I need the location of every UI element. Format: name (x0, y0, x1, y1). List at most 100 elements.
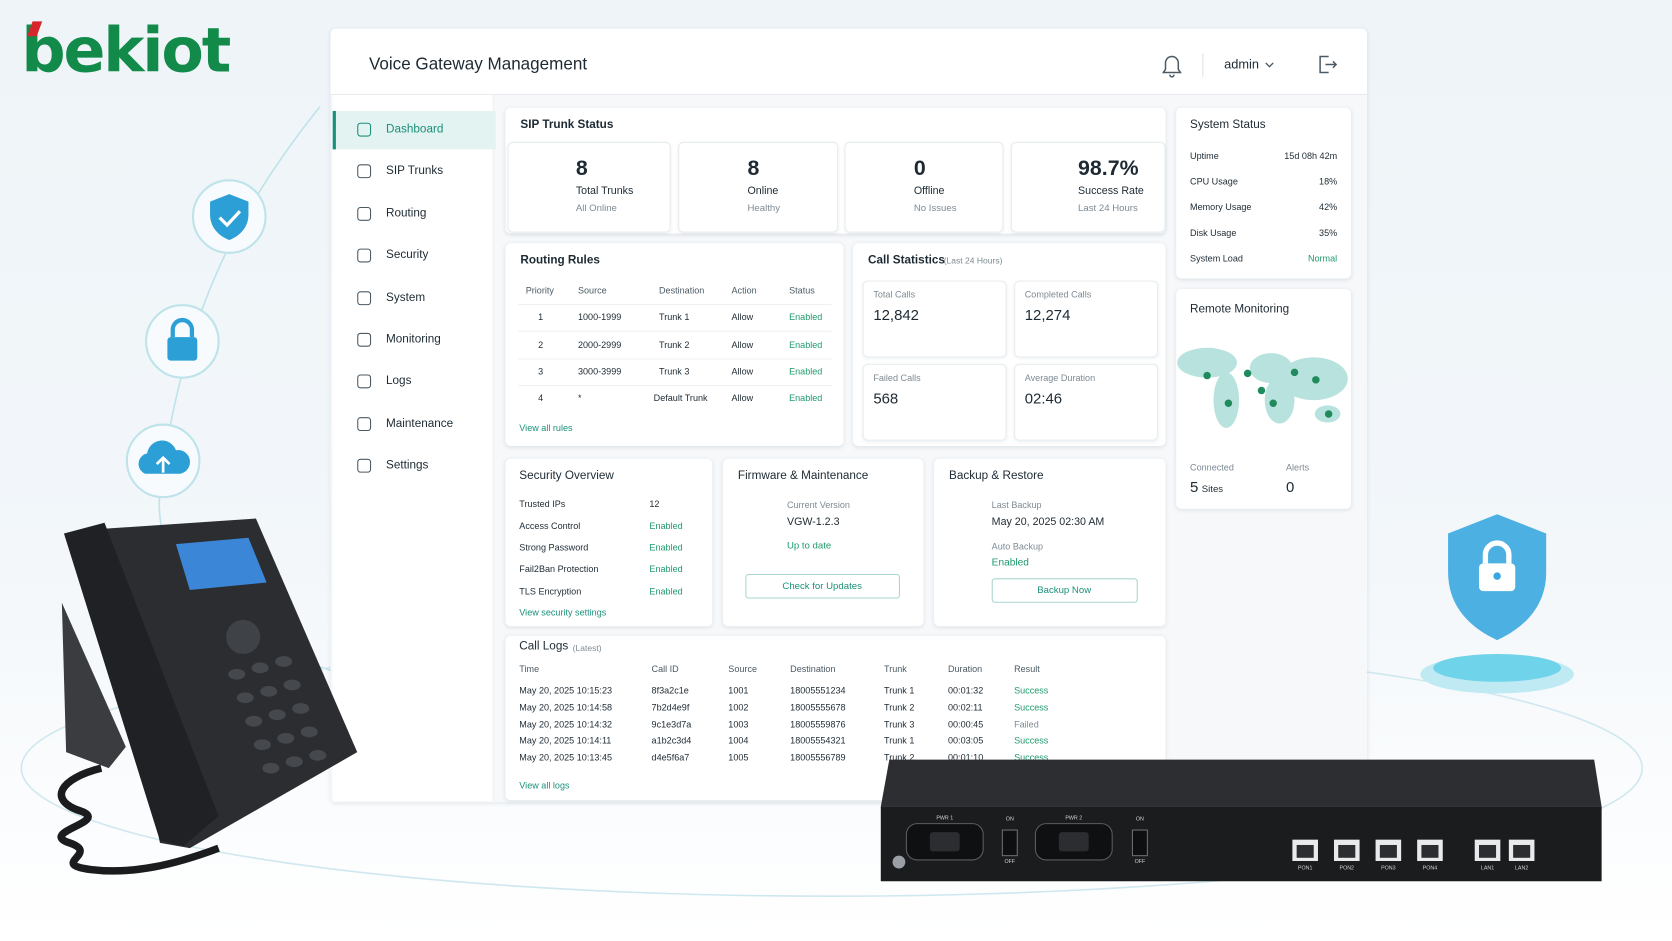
nav-item[interactable]: System (386, 290, 426, 304)
update-button[interactable] (745, 573, 900, 599)
site-dot (1324, 410, 1333, 418)
site-dot (1312, 376, 1320, 384)
security-value: Enabled (649, 541, 683, 553)
stat-value: 8 (575, 156, 588, 181)
cell: Allow (731, 311, 754, 323)
cell: 1001 (728, 685, 749, 696)
panel-title: Backup & Restore (949, 469, 1044, 483)
chevron (1265, 62, 1274, 68)
cloud-icon (125, 423, 201, 499)
column-header: Source (577, 285, 607, 296)
port-hole (1513, 844, 1531, 858)
cell: May 20, 2025 10:14:32 (519, 718, 613, 730)
cell: 2000-2999 (577, 338, 622, 350)
port-hole (1296, 844, 1314, 858)
stat-value: 98.7% (1078, 156, 1139, 181)
device-label: ON (1136, 816, 1144, 822)
backup-key: Auto Backup (991, 541, 1044, 552)
socket-inner (929, 832, 960, 852)
stat-sub: Healthy (747, 202, 781, 214)
status-value: Normal (1307, 253, 1338, 264)
cell: 4 (538, 392, 544, 404)
column-header: Source (728, 663, 758, 675)
backup-value: Enabled (991, 556, 1029, 569)
column-header: Trunk (883, 663, 907, 675)
column-header: Destination (658, 285, 705, 296)
phone-key (236, 692, 254, 704)
stat-card (844, 141, 1004, 233)
backup-button[interactable] (991, 578, 1138, 603)
device-label: ON (1006, 816, 1014, 822)
stat-label: Offline (913, 185, 945, 197)
cell: 1000-1999 (577, 311, 622, 323)
continent (1177, 347, 1237, 378)
nav-item[interactable]: Logs (386, 374, 412, 388)
power-switch (1001, 829, 1018, 857)
nav-active-bg (332, 110, 496, 150)
backup-value: May 20, 2025 02:30 AM (991, 515, 1105, 528)
nav-item[interactable]: Security (386, 248, 429, 262)
phone-nav (226, 619, 261, 655)
button-label[interactable]: Check for Updates (782, 580, 862, 592)
security-panel (505, 458, 713, 627)
nav-item[interactable]: Maintenance (386, 416, 454, 430)
link[interactable]: View security settings (519, 607, 607, 619)
nav-item[interactable]: Settings (386, 458, 429, 472)
bell-icon (1161, 55, 1182, 78)
panel-title: Firmware & Maintenance (737, 469, 869, 483)
phone-handset (63, 522, 219, 847)
cell: Trunk 3 (883, 718, 915, 730)
mini-card (1014, 280, 1159, 358)
mini-label: Average Duration (1024, 372, 1096, 384)
panel-note: (Last 24 Hours) (943, 255, 1003, 266)
nav-icon (357, 458, 372, 473)
cell: 1002 (728, 702, 749, 713)
phone-key (228, 668, 246, 680)
button-label[interactable]: Backup Now (1037, 584, 1092, 596)
phone-key (245, 715, 263, 727)
device-label: PON4 (1423, 866, 1438, 872)
remote-unit: Sites (1201, 483, 1224, 495)
port-hole (1338, 844, 1356, 858)
nav-item[interactable]: Routing (386, 206, 427, 220)
row-divider (518, 385, 832, 387)
cell: * (577, 392, 582, 404)
cell: Trunk 1 (883, 685, 915, 696)
panel-title: SIP Trunk Status (520, 118, 614, 132)
phone-cord (57, 764, 220, 875)
phone-key (283, 679, 301, 691)
device-label: PON3 (1381, 866, 1396, 872)
device-label: OFF (1135, 859, 1146, 865)
link[interactable]: View all rules (519, 422, 573, 434)
stat-label: Total Trunks (575, 185, 634, 197)
security-value: Enabled (649, 520, 683, 531)
nav-icon (357, 248, 372, 263)
port-hole (1421, 844, 1439, 858)
user-menu[interactable]: admin (1224, 56, 1260, 72)
status-value: 35% (1319, 227, 1338, 239)
mini-value: 02:46 (1024, 389, 1063, 407)
backup-key: Last Backup (991, 499, 1042, 511)
cell: 18005555678 (790, 702, 846, 713)
mini-label: Failed Calls (873, 372, 921, 384)
column-header: Duration (947, 663, 983, 675)
status-key: Disk Usage (1190, 227, 1237, 239)
device-label: PWR 2 (1065, 815, 1082, 821)
cell: Enabled (789, 365, 823, 377)
status-value: 15d 08h 42m (1284, 150, 1338, 162)
security-value: 12 (649, 498, 660, 510)
status-key: System Load (1190, 253, 1243, 264)
mini-value: 12,274 (1024, 306, 1071, 324)
nav-icon (357, 416, 372, 431)
nav-item[interactable]: Dashboard (386, 122, 444, 136)
cell: a1b2c3d4 (651, 735, 692, 747)
mini-card (862, 363, 1007, 441)
link[interactable]: View all logs (519, 780, 570, 791)
cell: 18005559876 (790, 718, 846, 730)
stat-value: 0 (913, 156, 926, 181)
nav-item[interactable]: SIP Trunks (386, 164, 444, 178)
nav-item[interactable]: Monitoring (386, 332, 441, 346)
stat-value: 8 (747, 156, 760, 181)
nav-icon (357, 206, 372, 221)
